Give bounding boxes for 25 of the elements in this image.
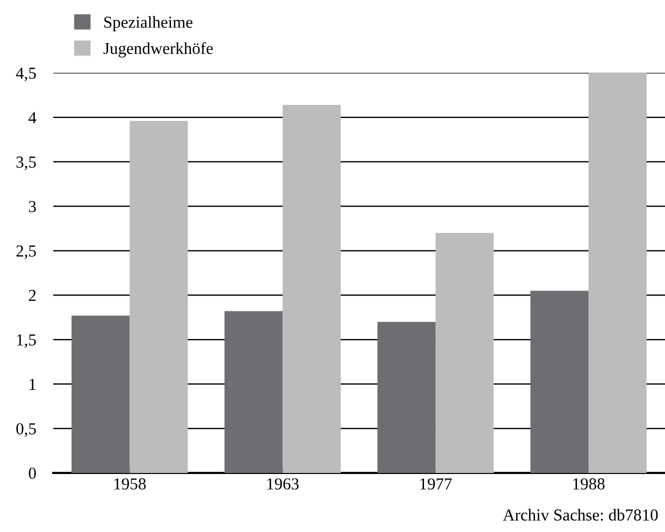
y-tick-label: 4,5 [16,68,36,82]
y-tick-label: 3,5 [16,156,36,170]
x-tick-label: 1963 [267,478,299,490]
bar [588,72,647,473]
legend-label: Spezialheime [104,16,192,32]
bar [72,316,130,473]
y-tick-label: 2,5 [16,245,36,260]
x-tick-label: 1977 [420,478,452,490]
y-tick-label: 0 [28,468,36,479]
legend-label: Jugendwerkhöfe [104,42,213,58]
y-tick-label: 1 [30,378,36,390]
bar [224,311,283,473]
bar [130,120,188,473]
bar [377,322,436,473]
bar [530,290,589,473]
text: Archiv Sachse: db7810 [502,508,658,521]
y-tick-label: 4 [28,112,36,124]
y-tick-label: 1,5 [17,334,36,348]
y-tick-label: 0,5 [16,423,36,437]
bar [436,232,494,473]
bar [282,104,341,473]
y-tick-label: 2 [28,290,36,301]
y-tick-label: 3 [28,200,36,212]
x-tick-label: 1958 [114,478,146,490]
x-tick-label: 1988 [573,478,605,490]
